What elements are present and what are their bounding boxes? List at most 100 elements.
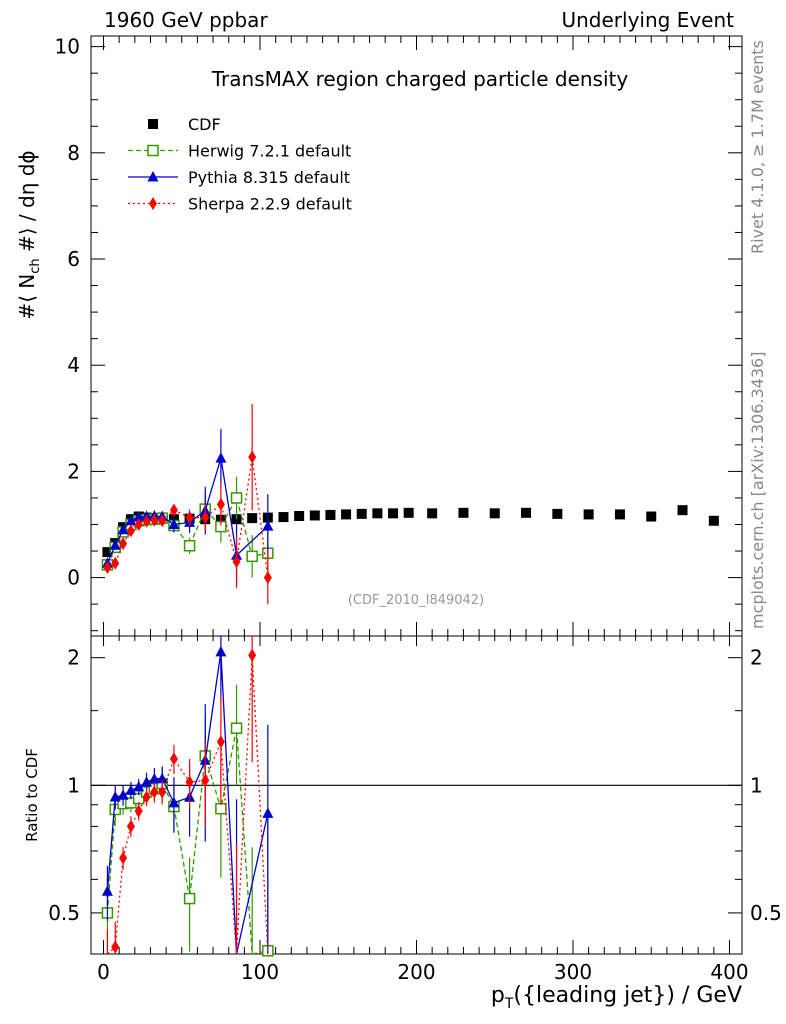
ratio-tick-label-right: 0.5 <box>750 901 782 925</box>
x-tick-label: 300 <box>554 960 592 984</box>
herwig-data-point <box>230 492 243 504</box>
cdf-data-point <box>458 507 469 518</box>
y-tick-label: 10 <box>55 35 80 59</box>
sherpa-data-point <box>232 555 241 569</box>
pythia-ratio-point <box>215 645 227 657</box>
sherpa-ratio-point <box>169 752 178 766</box>
ratio-tick-label: 2 <box>67 646 80 670</box>
sherpa-data-point <box>134 517 143 531</box>
x-tick-label: 0 <box>97 960 110 984</box>
sherpa-ratio-point <box>248 648 257 662</box>
sherpa-data-point <box>158 514 167 528</box>
sherpa-data-point <box>185 511 194 525</box>
sherpa-ratio-line <box>106 655 269 955</box>
cdf-data-point <box>427 508 438 519</box>
sherpa-ratio-point <box>185 775 194 789</box>
herwig-data-point <box>183 539 196 552</box>
sherpa-data-point <box>126 524 135 538</box>
x-axis-title: pT({leading jet}) / GeV <box>491 983 742 1012</box>
herwig-data-point <box>246 550 258 563</box>
sherpa-data-point <box>119 537 128 551</box>
sherpa-data-point <box>201 511 210 525</box>
header-right: Underlying Event <box>561 8 734 32</box>
x-tick-label: 400 <box>710 960 748 984</box>
pythia-data-point <box>125 514 137 526</box>
herwig-ratio-point <box>215 802 227 815</box>
pythia-ratio-point <box>117 789 129 800</box>
cdf-data-point <box>614 509 625 520</box>
pythia-ratio-point <box>133 780 145 792</box>
pythia-data-point <box>262 520 274 531</box>
svg-text:#⟨ Nch #⟩ / dη dϕ: #⟨ Nch #⟩ / dη dϕ <box>15 150 43 319</box>
y-tick-label: 2 <box>67 459 80 483</box>
sherpa-ratio-point <box>150 785 159 799</box>
pythia-ratio-point <box>168 796 180 808</box>
cdf-data-point <box>372 508 383 519</box>
chart-title: TransMAX region charged particle density <box>211 67 629 91</box>
sherpa-data-point <box>111 556 120 570</box>
pythia-data-point <box>215 452 227 463</box>
y-tick-label: 0 <box>67 566 80 590</box>
pythia-data-point <box>109 539 121 550</box>
cdf-data-point <box>356 508 367 519</box>
x-tick-label: 100 <box>241 960 279 984</box>
pythia-ratio-point <box>101 885 113 896</box>
herwig-ratio-point <box>230 722 243 734</box>
sherpa-ratio-point <box>216 735 225 749</box>
cdf-data-point <box>388 508 399 519</box>
pythia-ratio-point <box>141 776 153 787</box>
legend-label-herwig: Herwig 7.2.1 default <box>188 142 351 161</box>
ratio-tick-label-right: 2 <box>750 646 763 670</box>
sherpa-ratio-point <box>142 790 151 804</box>
analysis-watermark: (CDF_2010_I849042) <box>348 593 484 608</box>
pythia-ratio-point <box>156 772 168 784</box>
header-left: 1960 GeV ppbar <box>104 8 268 32</box>
sherpa-ratio-point <box>158 785 167 799</box>
legend-marker-cdf <box>148 119 158 129</box>
ratio-tick-label-right: 1 <box>750 773 763 797</box>
svg-text:pT({leading jet}) / GeV: pT({leading jet}) / GeV <box>491 983 742 1012</box>
x-tick-label: 200 <box>397 960 435 984</box>
sherpa-ratio-point <box>119 851 128 865</box>
sherpa-ratio-point <box>201 773 210 787</box>
sherpa-data-point <box>142 514 151 528</box>
legend-label-sherpa: Sherpa 2.2.9 default <box>188 195 352 214</box>
cdf-data-point <box>403 507 414 518</box>
sherpa-data-point <box>150 513 159 527</box>
y-axis-title: #⟨ Nch #⟩ / dη dϕ <box>15 150 43 319</box>
herwig-ratio-point <box>183 892 196 905</box>
cdf-data-point <box>325 509 336 520</box>
ratio-tick-label: 1 <box>67 773 80 797</box>
cdf-data-point <box>247 513 258 524</box>
cdf-data-point <box>708 515 719 526</box>
legend-marker-pythia <box>147 171 159 182</box>
cdf-data-point <box>583 509 594 520</box>
sherpa-series-line <box>107 456 269 578</box>
sherpa-data-point <box>248 450 257 464</box>
legend-marker-sherpa <box>149 197 157 210</box>
sherpa-ratio-point <box>126 819 135 833</box>
pythia-ratio-point <box>109 790 121 802</box>
pythia-ratio-point <box>148 772 160 784</box>
cdf-data-point <box>489 508 500 519</box>
cdf-data-point <box>341 509 352 520</box>
pythia-data-point <box>133 511 145 522</box>
sherpa-ratio-point <box>111 940 120 954</box>
sherpa-data-point <box>263 571 272 585</box>
ratio-tick-label: 0.5 <box>48 901 80 925</box>
cdf-data-point <box>294 511 305 521</box>
y-tick-label: 8 <box>67 141 80 165</box>
cdf-data-point <box>521 507 532 518</box>
cdf-data-point <box>646 511 657 522</box>
sherpa-data-point <box>216 497 225 511</box>
ratio-y-axis-title: Ratio to CDF <box>23 748 41 842</box>
y-tick-label: 4 <box>67 353 80 377</box>
cdf-data-point <box>309 510 320 521</box>
cdf-data-point <box>278 512 289 523</box>
sherpa-ratio-point <box>134 804 143 818</box>
cdf-data-point <box>102 547 113 558</box>
cdf-data-point <box>677 505 688 516</box>
legend-marker-herwig <box>147 144 159 157</box>
pythia-data-point <box>168 518 180 529</box>
